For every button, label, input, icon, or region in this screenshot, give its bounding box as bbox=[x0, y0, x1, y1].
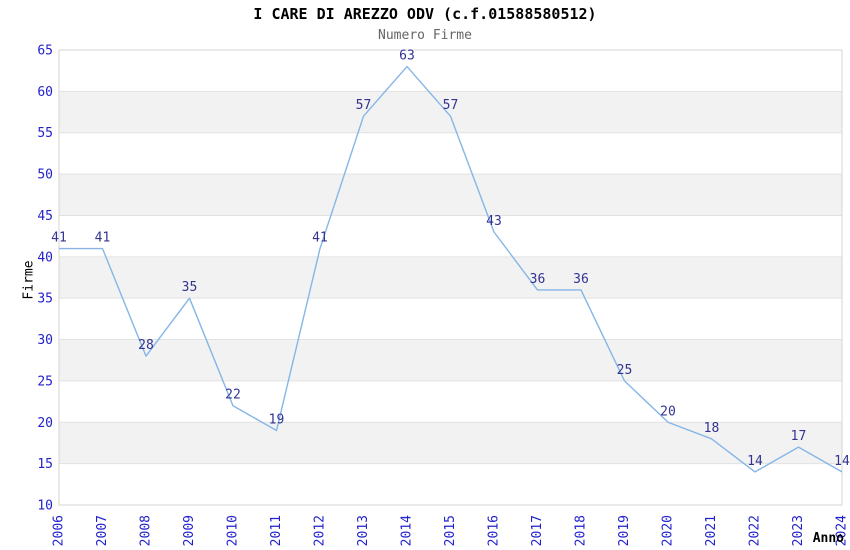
y-tick-label: 45 bbox=[37, 209, 53, 224]
data-label: 35 bbox=[182, 280, 198, 295]
y-tick-label: 15 bbox=[37, 457, 53, 472]
chart-subtitle: Numero Firme bbox=[378, 28, 472, 43]
data-label: 57 bbox=[443, 98, 459, 113]
data-label: 41 bbox=[95, 231, 111, 246]
y-tick-label: 40 bbox=[37, 250, 53, 265]
x-tick-label: 2022 bbox=[748, 515, 763, 546]
x-tick-label: 2017 bbox=[530, 515, 545, 546]
x-tick-label: 2006 bbox=[52, 515, 67, 546]
series-line bbox=[59, 65, 843, 473]
x-tick-label: 2018 bbox=[574, 515, 589, 546]
x-tick-label: 2023 bbox=[791, 515, 806, 546]
data-label: 57 bbox=[356, 98, 372, 113]
data-label: 14 bbox=[747, 454, 763, 469]
data-label: 43 bbox=[486, 214, 502, 229]
data-label: 36 bbox=[573, 272, 589, 287]
y-tick-label: 20 bbox=[37, 416, 53, 431]
plot-border bbox=[58, 49, 843, 506]
data-label: 25 bbox=[617, 363, 633, 378]
x-tick-label: 2012 bbox=[313, 515, 328, 546]
x-axis-title: Anno bbox=[813, 531, 844, 546]
data-label: 20 bbox=[660, 404, 676, 419]
data-label: 18 bbox=[704, 421, 720, 436]
x-tick-label: 2009 bbox=[182, 515, 197, 546]
grid-band bbox=[59, 91, 842, 133]
x-tick-label: 2019 bbox=[617, 515, 632, 546]
data-label: 41 bbox=[312, 231, 328, 246]
data-label: 14 bbox=[834, 454, 850, 469]
data-label: 36 bbox=[530, 272, 546, 287]
x-tick-label: 2024 bbox=[835, 515, 850, 546]
data-label: 17 bbox=[791, 429, 807, 444]
grid-band bbox=[59, 174, 842, 216]
y-tick-label: 50 bbox=[37, 168, 53, 183]
data-label: 19 bbox=[269, 413, 285, 428]
x-tick-label: 2011 bbox=[269, 515, 284, 546]
y-tick-label: 30 bbox=[37, 333, 53, 348]
data-label: 41 bbox=[51, 231, 67, 246]
x-tick-label: 2020 bbox=[661, 515, 676, 546]
y-tick-label: 25 bbox=[37, 374, 53, 389]
x-tick-label: 2015 bbox=[443, 515, 458, 546]
y-tick-label: 10 bbox=[37, 499, 53, 514]
x-tick-label: 2016 bbox=[487, 515, 502, 546]
x-tick-label: 2021 bbox=[704, 515, 719, 546]
x-tick-label: 2010 bbox=[226, 515, 241, 546]
grid-band bbox=[59, 422, 842, 464]
x-tick-label: 2013 bbox=[356, 515, 371, 546]
x-tick-label: 2014 bbox=[400, 515, 415, 546]
chart-title: I CARE DI AREZZO ODV (c.f.01588580512) bbox=[253, 5, 597, 23]
x-tick-label: 2008 bbox=[139, 515, 154, 546]
y-tick-label: 55 bbox=[37, 126, 53, 141]
y-tick-label: 65 bbox=[37, 44, 53, 59]
y-tick-label: 60 bbox=[37, 85, 53, 100]
data-label: 22 bbox=[225, 388, 241, 403]
grid-band bbox=[59, 256, 842, 299]
x-tick-label: 2007 bbox=[95, 515, 110, 546]
data-label: 63 bbox=[399, 49, 415, 64]
y-tick-label: 35 bbox=[37, 292, 53, 307]
data-label: 28 bbox=[138, 338, 154, 353]
y-axis-title: Firme bbox=[22, 260, 37, 299]
grid-band bbox=[59, 339, 842, 381]
